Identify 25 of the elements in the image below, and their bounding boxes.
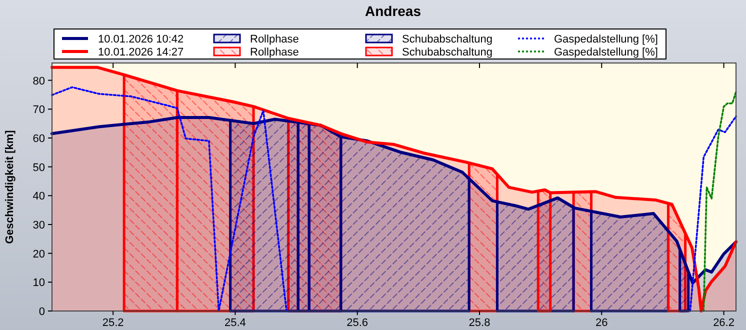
legend-label: Gaspedalstellung [%] — [554, 46, 658, 58]
chart-title: Andreas — [364, 3, 422, 19]
legend-label: Rollphase — [250, 34, 299, 46]
y-tick-label: 0 — [38, 306, 45, 318]
x-tick-label: 25.6 — [346, 317, 368, 329]
x-tick-label: 25.2 — [102, 317, 124, 329]
legend-label: Schubabschaltung — [402, 46, 493, 58]
legend-label: Gaspedalstellung [%] — [554, 34, 658, 46]
y-tick-label: 60 — [32, 132, 45, 145]
y-tick-label: 30 — [32, 219, 45, 232]
x-tick-label: 25.8 — [468, 317, 490, 329]
y-tick-label: 40 — [32, 190, 45, 203]
legend-label: 10.01.2026 10:42 — [98, 34, 184, 46]
y-tick-label: 20 — [32, 248, 45, 260]
legend-label: Rollphase — [250, 46, 299, 58]
y-tick-label: 50 — [32, 162, 45, 174]
y-tick-label: 80 — [32, 75, 45, 88]
x-tick-label: 26 — [596, 317, 608, 329]
y-tick-label: 10 — [32, 277, 45, 290]
y-axis-title: Geschwindigkeit [km] — [4, 130, 16, 244]
legend-label: Schubabschaltung — [402, 34, 493, 46]
x-tick-label: 25.4 — [224, 317, 246, 329]
legend-label: 10.01.2026 14:27 — [98, 46, 184, 58]
x-tick-label: 26.2 — [713, 317, 734, 329]
y-tick-label: 70 — [32, 104, 45, 116]
